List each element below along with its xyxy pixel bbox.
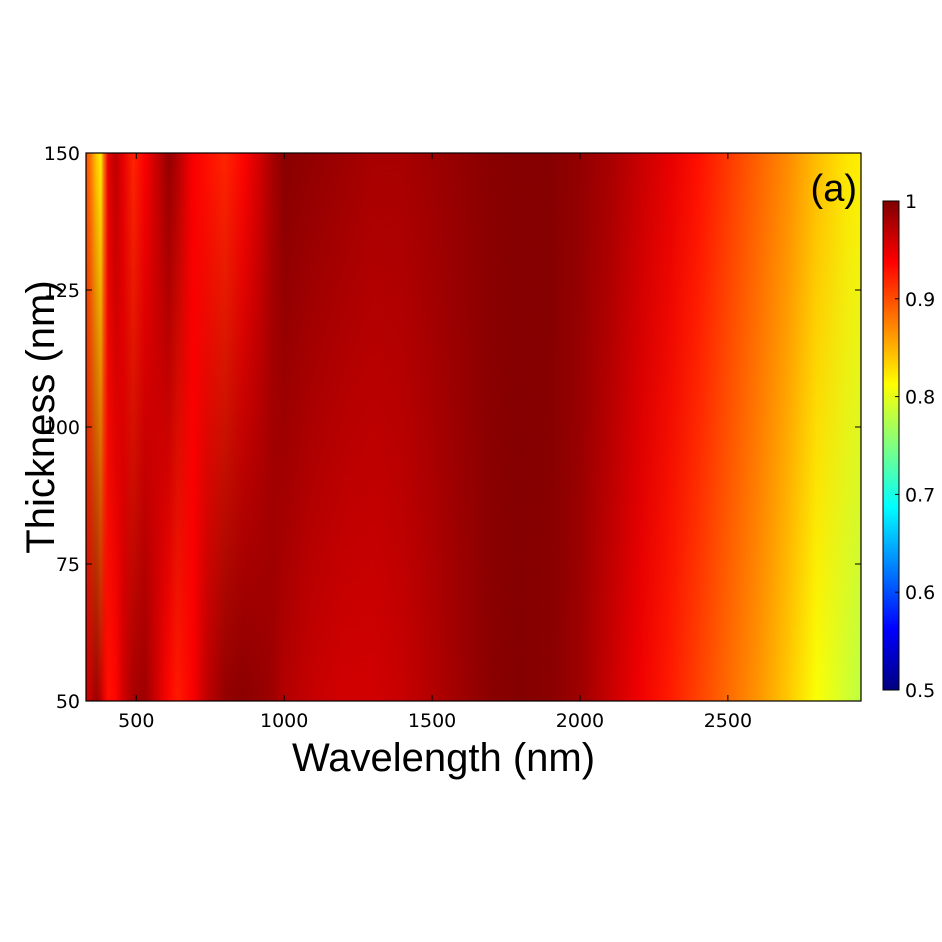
panel-label: (a) bbox=[811, 168, 857, 210]
colorbar-gradient bbox=[882, 200, 900, 691]
colorbar-tick-label: 0.7 bbox=[905, 484, 935, 506]
x-tick-label: 2000 bbox=[556, 710, 604, 732]
y-tick-label: 150 bbox=[44, 143, 80, 165]
colorbar-tick-label: 0.9 bbox=[905, 289, 935, 311]
x-axis-title: Wavelength (nm) bbox=[292, 736, 595, 780]
y-tick-label: 125 bbox=[44, 280, 80, 302]
axis-ticks: 500 1000 1500 2000 2500 50 75 100 125 150 bbox=[44, 143, 861, 732]
heatmap-bottom-layer bbox=[86, 153, 861, 701]
y-tick-label: 100 bbox=[44, 417, 80, 439]
x-tick-label: 1500 bbox=[408, 710, 456, 732]
x-tick-label: 1000 bbox=[260, 710, 308, 732]
colorbar-tick-label: 0.5 bbox=[905, 680, 935, 702]
colorbar-tick-label: 1 bbox=[905, 191, 917, 213]
x-tick-label: 500 bbox=[118, 710, 154, 732]
colorbar-tick-label: 0.8 bbox=[905, 387, 935, 409]
x-tick-label: 2500 bbox=[704, 710, 752, 732]
heatmap-field bbox=[86, 153, 861, 701]
colorbar: 0.5 0.6 0.7 0.8 0.9 1 bbox=[882, 191, 935, 702]
y-axis-title: Thickness (nm) bbox=[19, 280, 63, 553]
colorbar-tick-label: 0.6 bbox=[905, 582, 935, 604]
y-tick-label: 75 bbox=[56, 554, 80, 576]
y-tick-label: 50 bbox=[56, 691, 80, 713]
